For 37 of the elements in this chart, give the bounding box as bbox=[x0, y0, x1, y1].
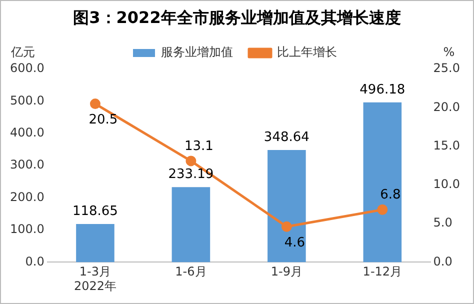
y2-tick-label: 15.0 bbox=[433, 138, 460, 152]
y-tick-label: 600.0 bbox=[10, 61, 44, 76]
bar bbox=[268, 150, 306, 262]
legend-label: 比上年增长 bbox=[277, 45, 337, 60]
y-tick-label: 400.0 bbox=[10, 126, 44, 140]
x-tick-label: 1-12月 bbox=[362, 264, 402, 279]
data-label: 20.5 bbox=[88, 112, 118, 128]
y-tick-label: 500.0 bbox=[10, 93, 44, 108]
data-label: 118.65 bbox=[72, 204, 118, 219]
data-label: 348.64 bbox=[264, 130, 310, 145]
y-tick-label: 0.0 bbox=[25, 254, 44, 268]
point bbox=[281, 221, 292, 232]
data-label: 496.18 bbox=[360, 82, 406, 98]
y-tick-label: 100.0 bbox=[10, 222, 44, 236]
x-tick-label: 1-6月 bbox=[175, 264, 207, 279]
y2-tick-label: 25.0 bbox=[433, 61, 460, 76]
y2-tick-label: 20.0 bbox=[433, 100, 460, 114]
point bbox=[90, 98, 100, 110]
data-label: 6.8 bbox=[380, 188, 401, 203]
y2-tick-label: 0.0 bbox=[433, 254, 452, 268]
chart-title: 图3：2022年全市服务业增加值及其增长速度 bbox=[72, 7, 402, 29]
data-label: 4.6 bbox=[284, 236, 306, 251]
y-tick-label: 200.0 bbox=[10, 190, 44, 204]
bar bbox=[76, 224, 114, 262]
y2-axis-title: % bbox=[443, 45, 455, 60]
y2-tick-label: 10.0 bbox=[433, 177, 460, 192]
data-label: 13.1 bbox=[184, 138, 214, 154]
y2-tick-label: 5.0 bbox=[433, 216, 452, 230]
x-tick-label: 1-9月 bbox=[270, 264, 302, 279]
legend-label: 服务业增加值 bbox=[161, 45, 233, 60]
y-axis-title: 亿元 bbox=[10, 45, 35, 60]
bar bbox=[172, 187, 210, 262]
bar bbox=[363, 102, 402, 262]
point bbox=[377, 204, 388, 215]
point bbox=[186, 156, 196, 166]
x-tick-label: 1-3月 2022年 bbox=[74, 264, 116, 293]
y-tick-label: 300.0 bbox=[10, 158, 44, 172]
